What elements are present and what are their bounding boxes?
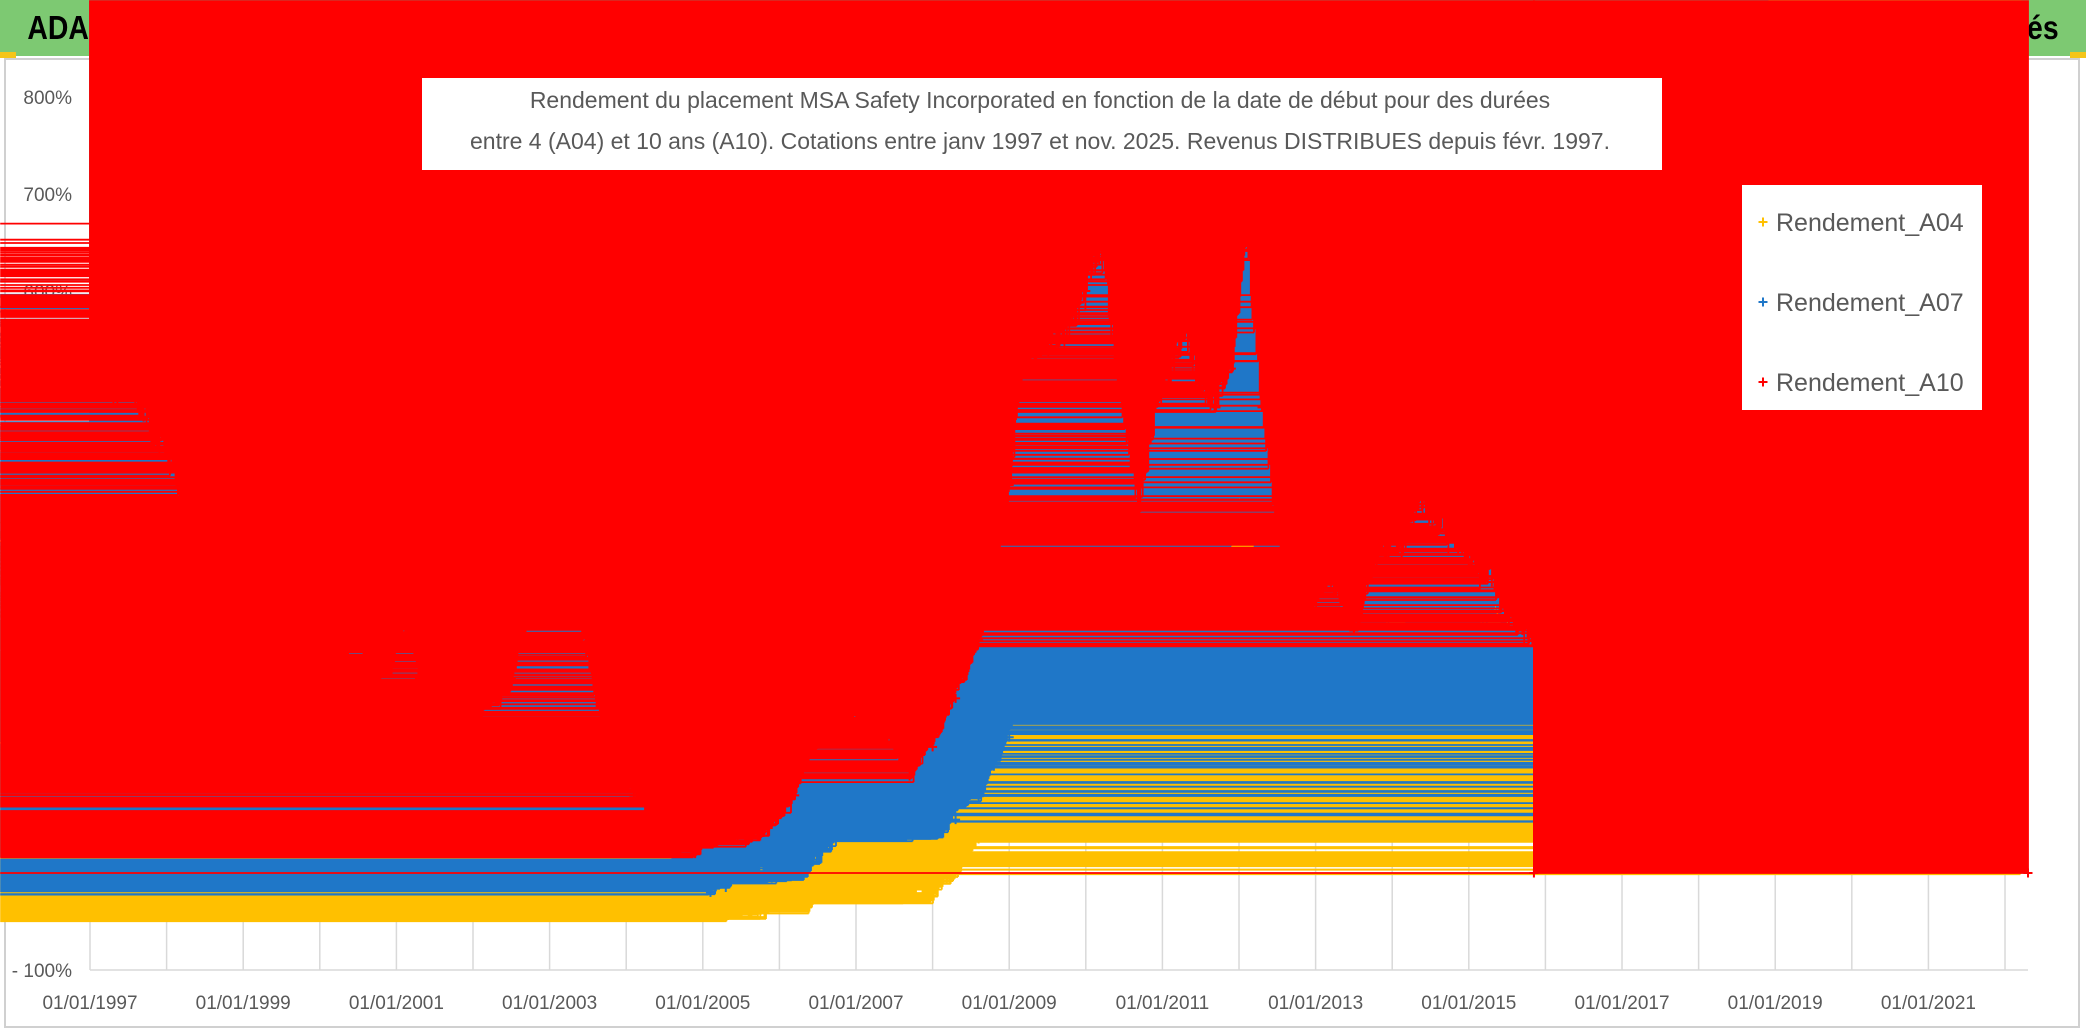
- y-tick-label: 700%: [23, 185, 72, 206]
- x-tick-label: 01/01/2005: [655, 993, 750, 1014]
- x-tick-label: 01/01/1997: [42, 993, 137, 1014]
- chart-title-line2: entre 4 (A04) et 10 ans (A10). Cotations…: [470, 128, 1610, 154]
- x-tick-label: 01/01/1999: [196, 993, 291, 1014]
- x-axis-labels: 01/01/1997 01/01/1999 01/01/2001 01/01/2003…: [42, 993, 1976, 1014]
- x-tick-label: 01/01/2009: [962, 993, 1057, 1014]
- chart-series: [0, 0, 2033, 923]
- x-tick-label: 01/01/2019: [1728, 993, 1823, 1014]
- legend-label: Rendement_A10: [1776, 369, 1964, 397]
- legend-label: Rendement_A07: [1776, 289, 1964, 317]
- corner-accent-right: [2070, 52, 2086, 58]
- x-tick-label: 01/01/2021: [1881, 993, 1976, 1014]
- x-tick-label: 01/01/2007: [808, 993, 903, 1014]
- x-tick-label: 01/01/2003: [502, 993, 597, 1014]
- x-tick-label: 01/01/2011: [1116, 993, 1210, 1014]
- x-tick-label: 01/01/2001: [349, 993, 444, 1014]
- y-tick-label: - 100%: [12, 961, 72, 982]
- y-tick-label: 800%: [23, 88, 72, 109]
- x-tick-label: 01/01/2013: [1268, 993, 1363, 1014]
- x-tick-label: 01/01/2015: [1421, 993, 1516, 1014]
- x-tick-label: 01/01/2017: [1574, 993, 1669, 1014]
- legend-label: Rendement_A04: [1776, 209, 1964, 237]
- chart-legend: Rendement_A04 Rendement_A07 Rendement_A10: [1742, 185, 1982, 410]
- chart-title-line1: Rendement du placement MSA Safety Incorp…: [530, 87, 1550, 113]
- corner-accent-left: [0, 52, 16, 58]
